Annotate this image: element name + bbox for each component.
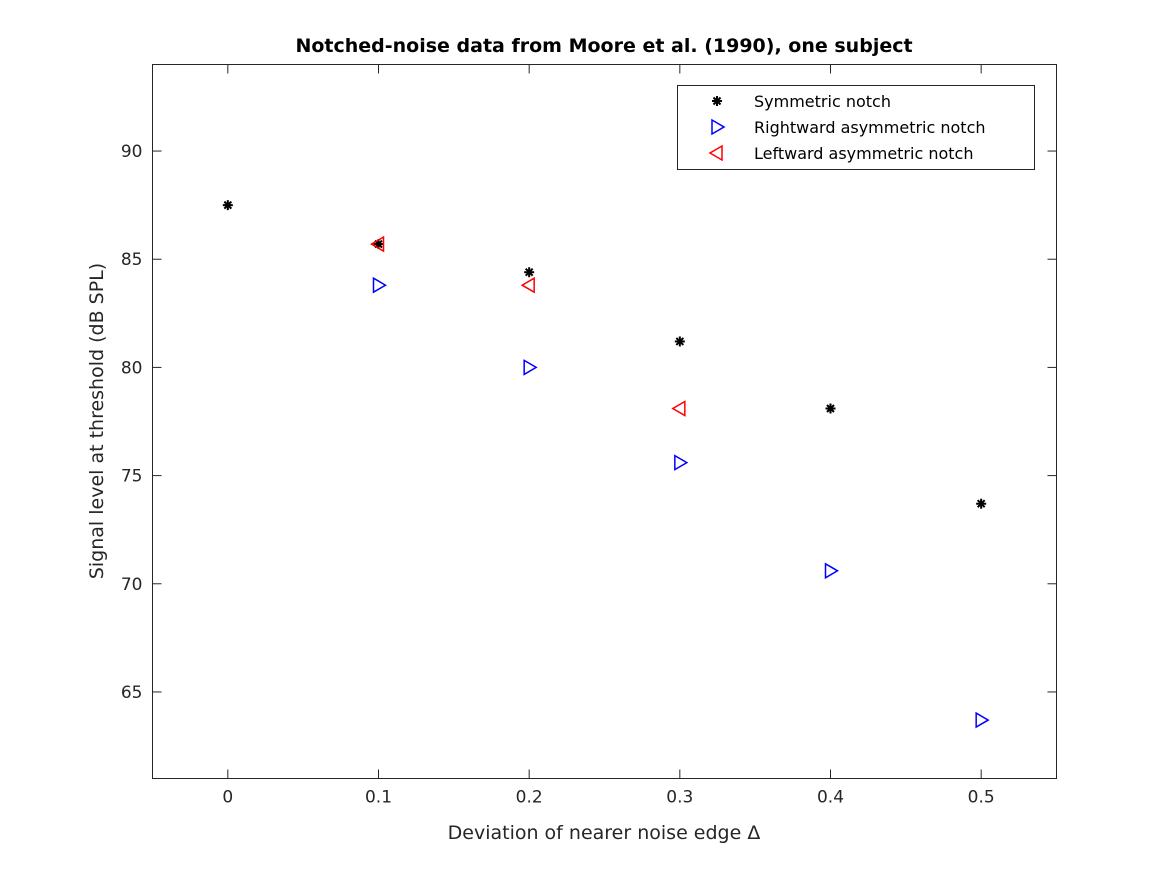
data-point-triangle-left (370, 235, 385, 253)
y-tick-label: 65 (121, 683, 143, 703)
x-tick-label: 0.3 (666, 788, 693, 808)
data-point-asterisk (222, 200, 233, 211)
legend-label: Symmetric notch (754, 92, 891, 111)
x-axis-label: Deviation of nearer noise edge Δ (448, 822, 761, 844)
x-tick-label: 0 (222, 788, 233, 808)
x-tick-label: 0.1 (365, 788, 392, 808)
legend-marker-triangle-left (708, 144, 723, 162)
data-point-triangle-right (674, 454, 689, 471)
plot-area (152, 64, 1057, 779)
legend-box (677, 85, 1035, 170)
chart-title: Notched-noise data from Moore et al. (19… (295, 35, 912, 57)
data-point-asterisk (524, 267, 535, 278)
data-point-triangle-right (824, 562, 839, 580)
legend-marker-asterisk (712, 96, 722, 106)
data-point-triangle-right (372, 276, 387, 294)
y-tick-label: 80 (121, 358, 143, 378)
data-point-triangle-right (975, 711, 990, 729)
y-tick-label: 75 (121, 467, 143, 487)
y-tick-label: 70 (121, 575, 143, 595)
data-point-asterisk (825, 403, 836, 414)
data-point-triangle-left (671, 400, 686, 417)
y-tick-label: 85 (121, 250, 143, 270)
x-tick-label: 0.5 (968, 788, 995, 808)
legend-label: Leftward asymmetric notch (754, 144, 973, 163)
data-point-asterisk (674, 336, 685, 347)
data-point-triangle-left (520, 276, 535, 294)
x-tick-label: 0.2 (516, 788, 543, 808)
data-point-triangle-right (523, 359, 538, 376)
y-tick-label: 90 (121, 142, 143, 162)
data-point-asterisk (976, 498, 987, 509)
y-axis-label: Signal level at threshold (dB SPL) (86, 263, 108, 579)
legend-label: Rightward asymmetric notch (754, 118, 986, 137)
legend: Symmetric notch Rightward asymmetric notc… (677, 85, 1035, 170)
x-tick-label: 0.4 (817, 788, 844, 808)
legend-marker-triangle-right (711, 118, 726, 136)
